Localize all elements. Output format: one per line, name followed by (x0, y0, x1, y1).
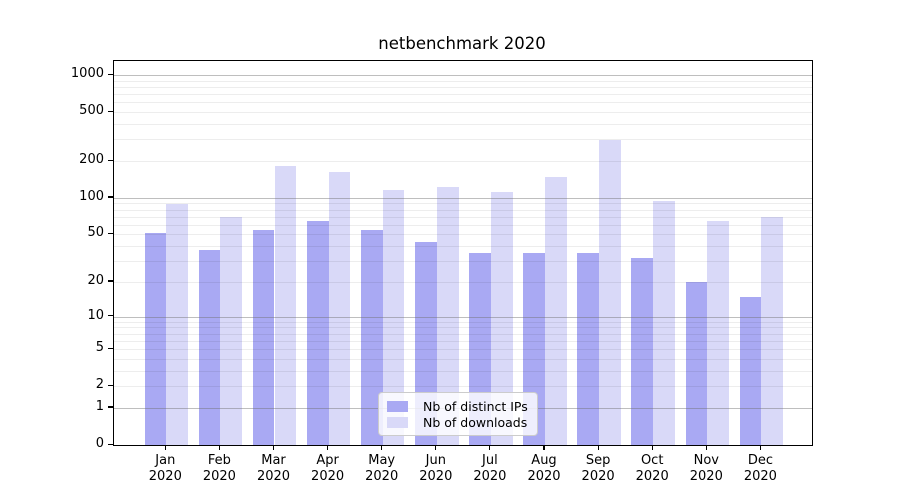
legend-row-distinct-ips: Nb of distinct IPs (387, 398, 528, 414)
bar-downloads-dec (761, 216, 784, 445)
chart-title: netbenchmark 2020 (378, 34, 546, 53)
y-tick-label: 2 (95, 377, 104, 393)
legend-label-distinct-ips: Nb of distinct IPs (423, 398, 528, 414)
bar-distinct-ips-apr (306, 221, 329, 445)
gridline-minor (114, 327, 812, 329)
bar-downloads-mar (274, 165, 297, 445)
bar-distinct-ips-sep (577, 253, 600, 445)
y-tick-label: 1000 (70, 66, 104, 82)
bar-downloads-feb (220, 217, 243, 445)
gridline-minor (114, 209, 812, 211)
legend-row-downloads: Nb of downloads (387, 414, 528, 430)
bar-downloads-may (382, 190, 405, 445)
bar-distinct-ips-feb (198, 250, 221, 445)
grid-layer (114, 61, 812, 445)
gridline-minor (114, 224, 812, 226)
gridline-minor (114, 321, 812, 323)
x-tick-label: Aug 2020 (527, 453, 561, 484)
bar-distinct-ips-jan (144, 233, 167, 445)
gridline-minor (114, 234, 812, 236)
x-tick-label: Jun 2020 (419, 453, 453, 484)
x-tick-label: Mar 2020 (256, 453, 291, 484)
y-tick-label: 20 (87, 272, 104, 288)
bar-downloads-jan (166, 204, 189, 445)
x-tick-label: Feb 2020 (202, 453, 236, 484)
bar-downloads-oct (653, 200, 675, 445)
bar-downloads-sep (599, 139, 621, 445)
x-tick-label: Apr 2020 (311, 453, 345, 484)
gridline-minor (114, 333, 812, 335)
y-tick-label: 50 (87, 225, 104, 241)
x-tick-label: May 2020 (365, 453, 399, 484)
gridline-minor (114, 370, 812, 372)
bar-downloads-aug (545, 176, 567, 445)
bar-downloads-jul (490, 192, 513, 445)
gridline-minor (114, 340, 812, 342)
gridline-minor (114, 203, 812, 205)
gridline-minor (114, 102, 812, 104)
x-tick-label: Dec 2020 (743, 453, 777, 484)
y-tick-label: 500 (79, 103, 104, 119)
x-tick-label: Sep 2020 (581, 453, 615, 484)
legend: Nb of distinct IPs Nb of downloads (378, 392, 538, 436)
x-tick-label: Jan 2020 (148, 453, 182, 484)
gridline-minor (114, 80, 812, 82)
gridline-minor (114, 386, 812, 388)
gridline-minor (114, 281, 812, 283)
bar-distinct-ips-may (360, 230, 383, 445)
x-tick-label: Nov 2020 (689, 453, 723, 484)
bar-distinct-ips-mar (252, 230, 275, 445)
gridline-minor (114, 216, 812, 218)
bar-distinct-ips-nov (685, 281, 708, 445)
bar-downloads-nov (707, 221, 730, 445)
gridline-minor (114, 358, 812, 360)
x-tick-label: Jul 2020 (473, 453, 507, 484)
gridline-minor (114, 86, 812, 88)
y-tick-label: 100 (79, 188, 104, 204)
legend-swatch-distinct-ips (387, 400, 408, 412)
gridline-minor (114, 139, 812, 141)
legend-swatch-downloads (387, 416, 408, 428)
gridline-minor (114, 261, 812, 263)
gridline-minor (114, 349, 812, 351)
gridline-minor (114, 94, 812, 96)
bar-downloads-jun (436, 186, 459, 445)
gridline-major (114, 197, 812, 199)
gridline-minor (114, 112, 812, 114)
y-tick-label: 1 (95, 398, 104, 414)
legend-label-downloads: Nb of downloads (423, 414, 528, 430)
plot-area: Nb of distinct IPs Nb of downloads (113, 60, 813, 446)
y-tick-label: 10 (87, 307, 104, 323)
x-tick-label: Oct 2020 (635, 453, 669, 484)
bar-distinct-ips-oct (631, 257, 654, 445)
bar-downloads-apr (328, 171, 351, 445)
gridline-minor (114, 124, 812, 126)
y-tick-label: 200 (79, 152, 104, 167)
gridline-minor (114, 246, 812, 248)
gridline-minor (114, 161, 812, 162)
y-tick-label: 0 (95, 436, 104, 451)
gridline-major (114, 75, 812, 77)
bar-distinct-ips-dec (739, 296, 762, 445)
y-tick-label: 5 (95, 340, 104, 356)
gridline-major (114, 316, 812, 318)
